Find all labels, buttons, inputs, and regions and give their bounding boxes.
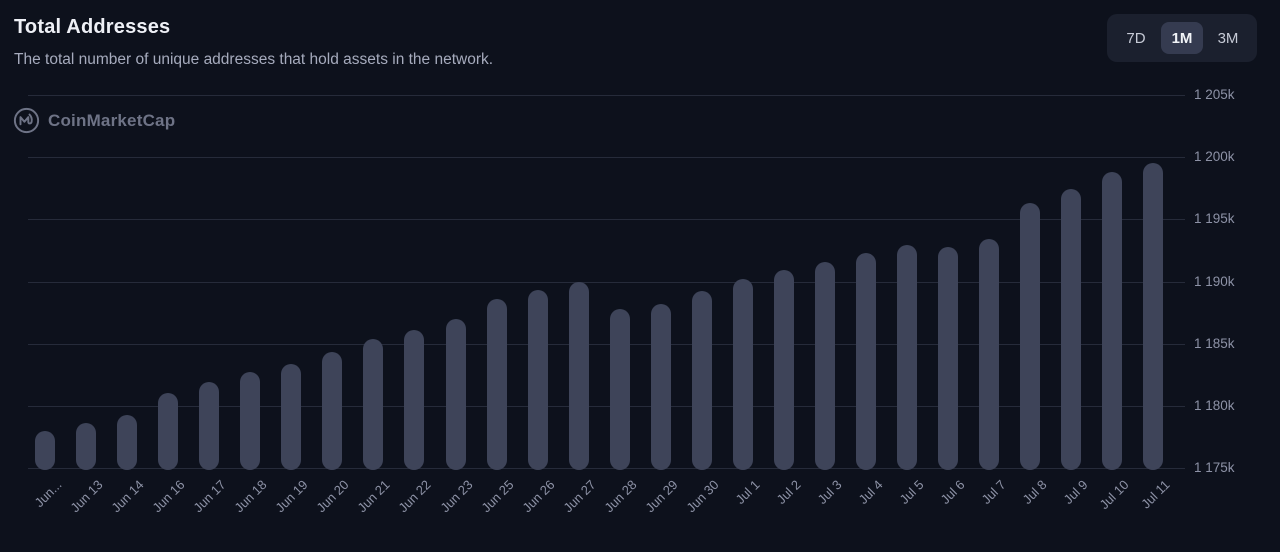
gridline <box>28 219 1185 220</box>
y-axis-tick-label: 1 205k <box>1194 87 1235 102</box>
watermark-label: CoinMarketCap <box>48 110 176 130</box>
x-axis-tick-label: Jul 7 <box>978 477 1009 508</box>
x-axis-tick-label: Jul 1 <box>732 477 763 508</box>
gridline <box>28 95 1185 96</box>
page-subtitle: The total number of unique addresses tha… <box>14 51 494 68</box>
bar-jun-29[interactable] <box>650 303 671 470</box>
bar-jun-30[interactable] <box>691 291 712 470</box>
gridline <box>28 344 1185 345</box>
bar-jul-10[interactable] <box>1102 172 1123 470</box>
bar-jun-22[interactable] <box>404 329 425 470</box>
x-axis-tick-label: Jun 23 <box>436 477 476 516</box>
x-axis-tick-label: Jul 3 <box>814 477 845 508</box>
bar-jul-1[interactable] <box>732 279 753 470</box>
x-axis-tick-label: Jun 21 <box>354 477 393 516</box>
y-axis-tick-label: 1 200k <box>1194 149 1235 164</box>
y-axis-tick-label: 1 180k <box>1194 398 1235 413</box>
bar-jun-16[interactable] <box>158 393 179 470</box>
bar-jul-8[interactable] <box>1020 203 1041 470</box>
bar-jul-5[interactable] <box>897 245 918 470</box>
bar-jun-28[interactable] <box>609 308 630 470</box>
x-axis-tick-label: Jul 9 <box>1060 477 1091 508</box>
x-axis-tick-label: Jun 28 <box>601 477 640 516</box>
bar-jul-3[interactable] <box>814 261 835 470</box>
bar-jul-9[interactable] <box>1061 189 1082 470</box>
x-axis-tick-label: Jun 14 <box>108 477 147 516</box>
page-title: Total Addresses <box>14 16 171 38</box>
bar-jun-18[interactable] <box>240 372 261 470</box>
gridline <box>28 282 1185 283</box>
y-axis-tick-label: 1 185k <box>1194 336 1235 351</box>
bar-jun-23[interactable] <box>445 318 466 470</box>
x-axis-tick-label: Jul 8 <box>1019 477 1050 508</box>
period-selector: 7D 1M 3M <box>1107 14 1257 62</box>
gridline <box>28 157 1185 158</box>
bar-jun[interactable] <box>35 430 55 470</box>
bar-jun-13[interactable] <box>76 423 97 470</box>
x-axis-tick-label: Jul 4 <box>855 477 886 508</box>
x-axis-tick-label: Jun 19 <box>272 477 311 516</box>
x-axis-tick-label: Jul 11 <box>1138 477 1173 512</box>
x-axis-tick-label: Jun 29 <box>642 477 681 516</box>
x-axis-tick-label: Jun 20 <box>313 477 352 516</box>
bar-jun-14[interactable] <box>117 414 138 470</box>
coinmarketcap-logo-icon <box>13 107 40 134</box>
x-axis-tick-label: Jul 5 <box>896 477 927 508</box>
bar-jul-11[interactable] <box>1143 163 1164 470</box>
bar-jun-20[interactable] <box>322 352 343 470</box>
x-axis-tick-label: Jun 27 <box>560 477 599 516</box>
x-axis-tick-label: Jun 18 <box>231 477 270 516</box>
y-axis-tick-label: 1 175k <box>1194 460 1235 475</box>
x-axis-tick-label: Jun 26 <box>518 477 558 516</box>
gridline <box>28 468 1185 469</box>
x-axis-tick-label: Jun 25 <box>477 477 517 516</box>
y-axis-tick-label: 1 195k <box>1194 211 1235 226</box>
x-axis-tick-label: Jun 17 <box>190 477 229 516</box>
x-axis-tick-label: Jun 13 <box>67 477 106 516</box>
bar-jun-25[interactable] <box>486 298 507 470</box>
bar-jul-7[interactable] <box>979 239 1000 470</box>
period-button-3m[interactable]: 3M <box>1207 22 1249 54</box>
x-axis-tick-label: Jun 22 <box>395 477 435 516</box>
x-axis-tick-label: Jun... <box>31 477 65 511</box>
x-axis-tick-label: Jul 2 <box>773 477 804 508</box>
bar-jul-6[interactable] <box>938 246 959 470</box>
gridline <box>28 406 1185 407</box>
bar-jul-4[interactable] <box>856 252 876 470</box>
x-axis-tick-label: Jun 30 <box>683 477 722 516</box>
bar-jun-27[interactable] <box>568 281 589 470</box>
bar-jun-19[interactable] <box>281 363 302 470</box>
bar-jun-26[interactable] <box>527 290 548 470</box>
period-button-1m[interactable]: 1M <box>1161 22 1203 54</box>
x-axis-tick-label: Jul 10 <box>1096 477 1132 513</box>
y-axis-tick-label: 1 190k <box>1194 274 1235 289</box>
period-button-7d[interactable]: 7D <box>1115 22 1157 54</box>
coinmarketcap-watermark: CoinMarketCap <box>13 107 175 134</box>
bar-jun-17[interactable] <box>199 382 220 470</box>
x-axis-tick-label: Jul 6 <box>937 477 968 508</box>
bar-jun-21[interactable] <box>363 338 384 470</box>
x-axis-tick-label: Jun 16 <box>149 477 188 516</box>
bar-jul-2[interactable] <box>773 270 794 470</box>
